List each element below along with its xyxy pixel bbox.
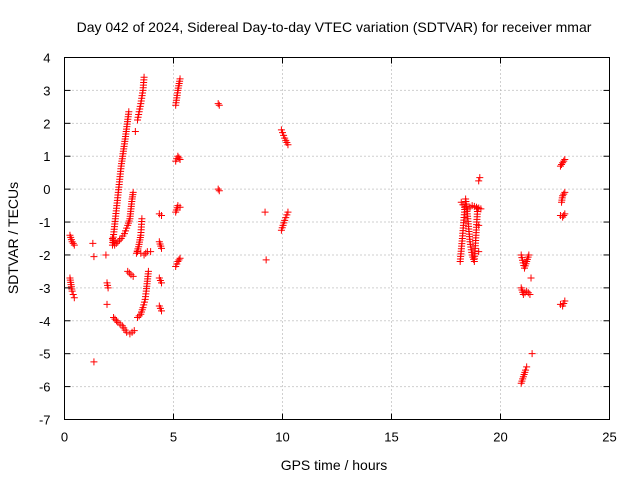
data-point: [158, 244, 166, 252]
x-tick-label: 10: [275, 430, 289, 445]
data-point: [214, 185, 222, 193]
data-point: [103, 300, 111, 308]
data-point: [90, 358, 98, 366]
data-point: [70, 241, 78, 249]
data-point: [140, 251, 148, 259]
data-point: [526, 290, 534, 298]
data-point: [176, 75, 184, 83]
data-point: [261, 208, 269, 216]
data-point: [104, 284, 112, 292]
data-point: [69, 239, 77, 247]
x-tick-label: 20: [493, 430, 507, 445]
data-point: [215, 101, 223, 109]
y-tick-label: -3: [39, 281, 51, 296]
x-tick-label: 5: [170, 430, 177, 445]
data-point: [284, 208, 292, 216]
x-tick-label: 25: [602, 430, 616, 445]
data-point: [138, 215, 146, 223]
data-point: [176, 156, 184, 164]
data-point: [140, 73, 148, 81]
data-point: [134, 313, 142, 321]
data-point: [176, 254, 184, 262]
y-tick-label: -6: [39, 380, 51, 395]
data-point: [528, 350, 536, 358]
data-point: [147, 248, 155, 256]
data-point: [175, 256, 183, 264]
data-point: [560, 211, 568, 219]
data-point: [560, 157, 568, 165]
data-point: [131, 128, 139, 136]
y-tick-label: 4: [43, 51, 50, 66]
data-point: [561, 210, 569, 218]
data-point: [116, 236, 124, 244]
data-point: [176, 203, 184, 211]
grid: [64, 57, 610, 420]
data-point: [110, 313, 118, 321]
data-point: [112, 239, 120, 247]
data-point: [68, 287, 76, 295]
data-point: [69, 290, 77, 298]
data-point: [114, 238, 122, 246]
data-point: [89, 239, 97, 247]
data-point: [519, 290, 527, 298]
data-point: [561, 188, 569, 196]
chart-title: Day 042 of 2024, Sidereal Day-to-day VTE…: [77, 19, 592, 35]
axis-ticks: 0 5 10 15 20 25 -7 -6 -5 -4 -3 -2 -1 0 1 2 3 4: [39, 51, 617, 445]
y-tick-label: -5: [39, 347, 51, 362]
data-point: [214, 100, 222, 108]
data-point: [527, 274, 535, 282]
x-tick-label: 0: [61, 430, 68, 445]
data-point: [129, 188, 137, 196]
data-point: [125, 269, 133, 277]
y-tick-label: -2: [39, 248, 51, 263]
plot-frame: [64, 57, 610, 420]
data-point: [125, 108, 133, 116]
data-point: [523, 363, 531, 371]
y-tick-label: 1: [43, 149, 50, 164]
data-point: [90, 253, 98, 261]
data-points: [66, 73, 569, 387]
data-point: [477, 205, 485, 213]
data-point: [129, 272, 137, 280]
x-tick-label: 15: [384, 430, 398, 445]
data-point: [124, 267, 132, 275]
data-point: [112, 317, 120, 325]
y-tick-label: 0: [43, 182, 50, 197]
y-tick-label: 2: [43, 116, 50, 131]
data-point: [475, 221, 483, 229]
data-point: [524, 289, 532, 297]
data-point: [561, 297, 569, 305]
data-point: [475, 177, 483, 185]
y-tick-label: -1: [39, 215, 51, 230]
data-point: [525, 251, 533, 259]
x-axis-label: GPS time / hours: [281, 457, 388, 473]
data-point: [158, 307, 166, 315]
data-point: [284, 141, 292, 149]
data-point: [561, 156, 569, 164]
data-point: [215, 187, 223, 195]
data-point: [476, 174, 484, 182]
data-point: [175, 154, 183, 162]
data-point: [111, 315, 119, 323]
data-point: [560, 190, 568, 198]
y-tick-label: 3: [43, 83, 50, 98]
data-point: [158, 211, 166, 219]
data-point: [144, 267, 152, 275]
data-point: [134, 248, 142, 256]
data-point: [262, 256, 270, 264]
y-axis-label: SDTVAR / TECUs: [5, 182, 21, 294]
data-point: [475, 248, 483, 256]
data-point: [70, 294, 78, 302]
data-point: [102, 251, 110, 259]
data-point: [158, 279, 166, 287]
data-point: [111, 241, 119, 249]
data-point: [142, 249, 150, 257]
data-point: [135, 312, 143, 320]
data-point: [522, 366, 530, 374]
data-point: [523, 287, 531, 295]
data-point: [130, 327, 138, 335]
y-tick-label: -7: [39, 413, 51, 428]
y-tick-label: -4: [39, 314, 51, 329]
